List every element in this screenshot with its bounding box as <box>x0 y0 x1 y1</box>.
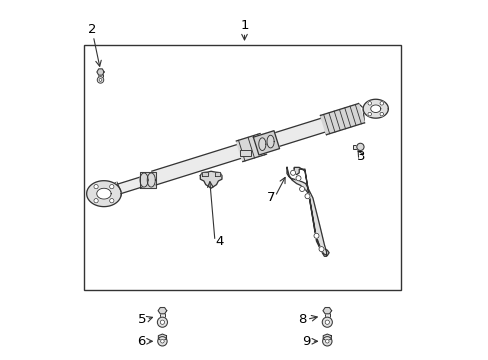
Polygon shape <box>97 69 104 75</box>
FancyBboxPatch shape <box>324 311 329 322</box>
Polygon shape <box>286 167 326 256</box>
Polygon shape <box>86 181 121 207</box>
Circle shape <box>305 194 309 199</box>
Polygon shape <box>214 172 220 176</box>
Circle shape <box>367 102 371 105</box>
Circle shape <box>356 143 363 150</box>
Polygon shape <box>116 177 144 194</box>
Text: 6: 6 <box>137 335 145 348</box>
Circle shape <box>322 337 331 346</box>
Circle shape <box>318 247 324 252</box>
FancyBboxPatch shape <box>352 145 359 149</box>
Polygon shape <box>363 99 387 118</box>
Circle shape <box>94 184 98 189</box>
Circle shape <box>295 176 301 181</box>
Circle shape <box>109 184 114 189</box>
Circle shape <box>160 339 164 343</box>
Polygon shape <box>323 334 331 341</box>
Text: 5: 5 <box>137 313 146 326</box>
Text: 8: 8 <box>297 313 305 326</box>
Circle shape <box>158 337 167 346</box>
Polygon shape <box>97 188 111 199</box>
Circle shape <box>290 170 295 175</box>
Circle shape <box>379 102 383 105</box>
Text: 3: 3 <box>357 150 365 163</box>
Circle shape <box>367 112 371 116</box>
Circle shape <box>157 317 167 327</box>
Circle shape <box>109 198 114 203</box>
FancyBboxPatch shape <box>160 311 164 322</box>
Polygon shape <box>253 131 279 155</box>
Polygon shape <box>322 307 331 314</box>
Polygon shape <box>147 173 155 187</box>
Polygon shape <box>370 105 380 112</box>
Polygon shape <box>152 143 244 185</box>
Polygon shape <box>200 171 222 188</box>
Circle shape <box>299 186 304 192</box>
Text: 2: 2 <box>88 23 97 36</box>
Polygon shape <box>294 167 328 256</box>
FancyBboxPatch shape <box>239 150 250 156</box>
Text: 9: 9 <box>302 335 310 348</box>
Polygon shape <box>268 118 326 148</box>
Circle shape <box>379 112 383 116</box>
Circle shape <box>160 320 164 324</box>
Circle shape <box>322 317 332 327</box>
Circle shape <box>313 233 318 238</box>
FancyBboxPatch shape <box>98 72 102 78</box>
Polygon shape <box>320 104 364 135</box>
FancyBboxPatch shape <box>84 45 400 290</box>
Polygon shape <box>236 134 266 162</box>
Circle shape <box>99 78 102 81</box>
Circle shape <box>97 77 103 83</box>
Text: 7: 7 <box>266 191 274 204</box>
Circle shape <box>325 320 329 324</box>
Polygon shape <box>266 135 274 148</box>
Polygon shape <box>158 334 166 341</box>
Polygon shape <box>140 172 155 188</box>
Polygon shape <box>140 173 148 187</box>
Polygon shape <box>202 172 207 176</box>
Circle shape <box>94 198 98 203</box>
Text: 4: 4 <box>215 235 223 248</box>
Text: 1: 1 <box>240 19 248 32</box>
Polygon shape <box>158 307 166 314</box>
Circle shape <box>325 339 328 343</box>
Polygon shape <box>258 138 265 150</box>
